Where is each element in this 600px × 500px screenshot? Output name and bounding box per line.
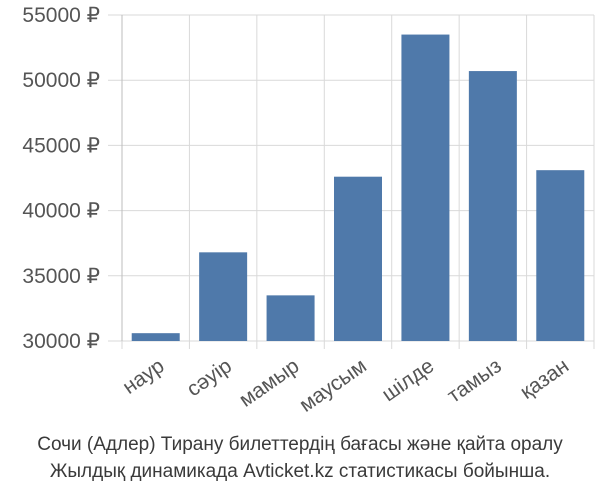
x-tick-label: қазан xyxy=(516,354,573,404)
x-tick-label: тамыз xyxy=(443,354,506,407)
chart-caption-line-2: Жылдық динамикада Avticket.kz статистика… xyxy=(49,461,551,482)
y-tick-label: 50000 ₽ xyxy=(22,69,100,92)
y-tick-label: 35000 ₽ xyxy=(22,265,100,288)
y-tick-label: 30000 ₽ xyxy=(22,330,100,353)
bar-2 xyxy=(199,252,248,341)
bar-7 xyxy=(536,170,585,341)
y-tick-label: 55000 ₽ xyxy=(22,4,100,27)
x-tick-label: наур xyxy=(119,354,169,399)
x-tick-label: мамыр xyxy=(235,354,303,411)
price-bar-chart: 30000 ₽ 35000 ₽ 40000 ₽ 45000 ₽ 50000 ₽ 55000… xyxy=(22,4,595,417)
chart-caption-line-1: Сочи (Адлер) Тирану билеттердің бағасы ж… xyxy=(37,434,563,455)
bar-5 xyxy=(401,34,450,342)
y-tick-label: 40000 ₽ xyxy=(22,200,100,223)
y-tick-label: 45000 ₽ xyxy=(22,134,100,157)
x-tick-label: маусым xyxy=(295,354,371,417)
x-tick-label: шілде xyxy=(378,354,438,406)
x-tick-label: сәуір xyxy=(183,354,236,401)
bar-3 xyxy=(266,295,315,341)
bar-1 xyxy=(131,333,180,341)
bar-4 xyxy=(334,176,382,341)
bar-6 xyxy=(468,71,517,342)
